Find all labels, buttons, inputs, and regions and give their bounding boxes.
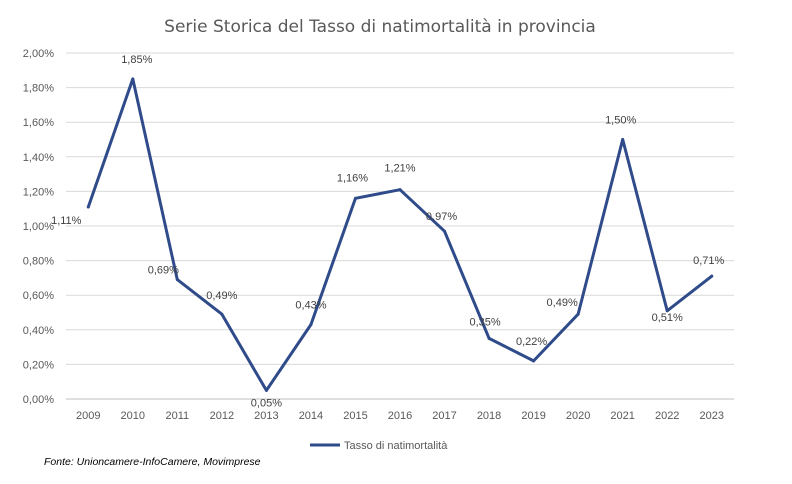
data-label: 1,21% xyxy=(384,163,415,175)
y-tick-label: 1,80% xyxy=(23,83,54,95)
x-tick-label: 2021 xyxy=(610,410,634,422)
data-label: 0,22% xyxy=(516,336,547,348)
data-labels: 1,11% 1,85% 0,69% 0,49% 0,05% 0,43% 1,16% 1,21%… xyxy=(51,54,724,409)
x-tick-label: 2010 xyxy=(121,410,145,422)
x-tick-label: 2016 xyxy=(388,410,412,422)
x-tick-label: 2018 xyxy=(477,410,501,422)
data-point xyxy=(576,312,580,316)
x-tick-label: 2013 xyxy=(254,410,278,422)
y-tick-label: 0,60% xyxy=(23,290,54,302)
y-tick-label: 0,80% xyxy=(23,256,54,268)
x-tick-label: 2014 xyxy=(299,410,323,422)
data-point xyxy=(309,323,313,327)
data-label: 1,85% xyxy=(121,54,152,66)
data-point xyxy=(487,336,491,340)
data-label: 1,16% xyxy=(337,172,368,184)
data-label: 0,35% xyxy=(469,316,500,328)
x-tick-label: 2017 xyxy=(432,410,456,422)
data-point xyxy=(443,229,447,233)
data-point xyxy=(710,274,714,278)
data-point xyxy=(175,278,179,282)
data-point xyxy=(220,312,224,316)
data-point xyxy=(398,188,402,192)
data-label: 0,51% xyxy=(652,312,683,324)
data-point xyxy=(131,77,135,81)
y-tick-label: 1,00% xyxy=(23,221,54,233)
y-axis: 0,00% 0,20% 0,40% 0,60% 0,80% 1,00% 1,20% 1,40%… xyxy=(23,48,54,406)
y-tick-label: 1,60% xyxy=(23,117,54,129)
source-note: Fonte: Unioncamere-InfoCamere, Movimpres… xyxy=(44,456,261,468)
x-tick-label: 2012 xyxy=(210,410,234,422)
data-label: 0,43% xyxy=(295,300,326,312)
data-point xyxy=(532,359,536,363)
x-tick-label: 2009 xyxy=(76,410,100,422)
data-label: 0,49% xyxy=(206,290,237,302)
x-tick-label: 2023 xyxy=(699,410,723,422)
y-tick-label: 0,00% xyxy=(23,394,54,406)
data-label: 0,71% xyxy=(693,255,724,267)
y-tick-label: 1,40% xyxy=(23,152,54,164)
data-label: 0,97% xyxy=(426,211,457,223)
data-label: 1,50% xyxy=(605,115,636,127)
x-tick-label: 2022 xyxy=(655,410,679,422)
x-axis: 2009 2010 2011 2012 2013 2014 2015 2016 2017 2018… xyxy=(76,410,724,422)
data-label: 0,05% xyxy=(251,397,282,409)
x-tick-label: 2015 xyxy=(343,410,367,422)
y-tick-label: 2,00% xyxy=(23,48,54,60)
y-tick-label: 0,20% xyxy=(23,359,54,371)
gridlines xyxy=(66,52,734,400)
legend: Tasso di natimortalità xyxy=(310,440,448,452)
plot-area xyxy=(86,77,714,392)
data-point xyxy=(621,138,625,141)
data-point xyxy=(353,196,357,200)
y-tick-label: 0,40% xyxy=(23,325,54,337)
legend-label: Tasso di natimortalità xyxy=(344,440,448,452)
x-tick-label: 2020 xyxy=(566,410,590,422)
data-point xyxy=(665,309,669,313)
data-point xyxy=(264,388,268,392)
data-label: 0,49% xyxy=(547,297,578,309)
x-tick-label: 2011 xyxy=(166,410,190,422)
y-tick-label: 1,20% xyxy=(23,186,54,198)
data-point xyxy=(86,205,90,209)
x-tick-label: 2019 xyxy=(521,410,545,422)
data-label: 0,69% xyxy=(148,265,179,277)
chart-title: Serie Storica del Tasso di natimortalità… xyxy=(164,17,596,37)
data-label: 1,11% xyxy=(51,215,82,227)
